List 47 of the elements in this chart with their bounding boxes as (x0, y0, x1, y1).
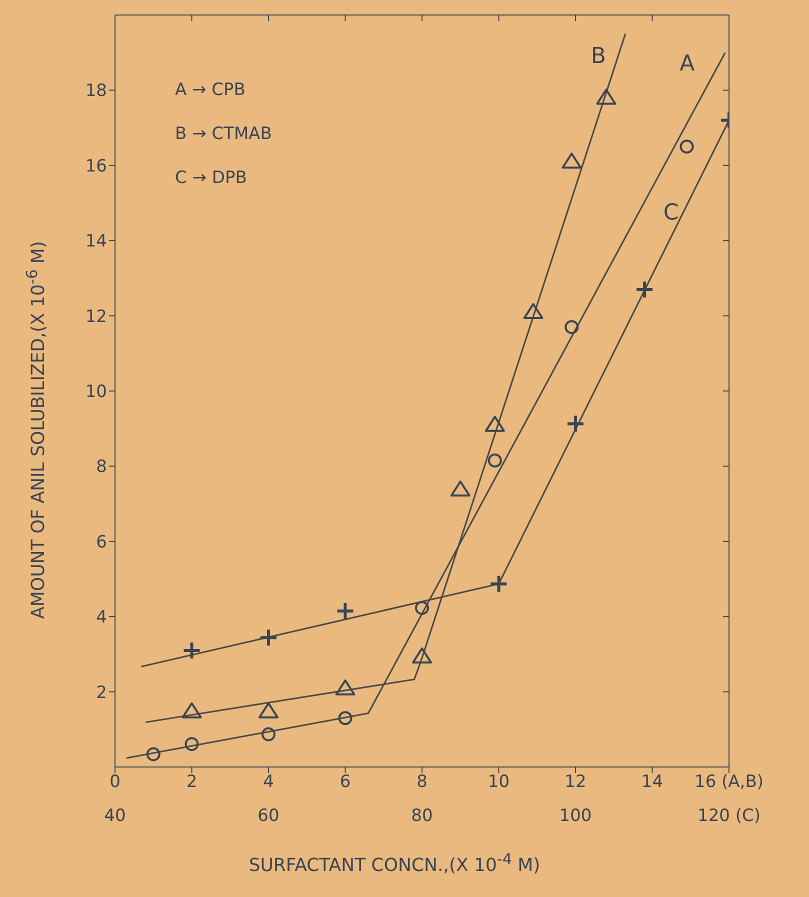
y-tick-label: 6 (96, 532, 107, 552)
y-tick-label: 14 (85, 232, 107, 252)
point (484, 416, 505, 432)
x-axis-title: SURFACTANT CONCN.,(X 10$^{-4}$ M) (248, 850, 542, 876)
x-tick-label: 4 (263, 772, 274, 792)
point (184, 737, 199, 752)
y-tick-label: 12 (85, 306, 107, 327)
point (596, 88, 616, 105)
x-tick-label: 10 (488, 772, 510, 792)
y-tick-label: 4 (96, 608, 107, 628)
point (335, 679, 356, 696)
y-tick-label: 2 (96, 682, 107, 703)
point (338, 711, 352, 726)
x2-tick-label: 40 (104, 806, 126, 826)
point (564, 320, 579, 334)
x2-tick-label: 60 (258, 806, 280, 826)
point (415, 600, 429, 615)
point (488, 454, 502, 468)
y-tick-label: 16 (85, 156, 107, 176)
point (680, 140, 694, 154)
x2-tick-label: 120 (C) (698, 806, 760, 826)
y-tick-label: 18 (85, 81, 107, 102)
y-tick-label: 8 (96, 457, 107, 478)
point (562, 152, 582, 169)
annotation: C → DPB (175, 167, 248, 190)
annotation: A → CPB (175, 79, 246, 102)
point (146, 747, 160, 762)
point (412, 647, 432, 664)
x-tick-label: 6 (340, 772, 351, 792)
legend-label: B (590, 44, 606, 69)
point (182, 702, 202, 718)
x-tick-label: 12 (564, 772, 586, 792)
x-tick-label: 2 (186, 772, 198, 792)
x-tick-label: 16 (A,B) (694, 772, 764, 792)
y-tick-label: 10 (85, 382, 107, 402)
point (523, 303, 544, 320)
x-tick-label: 14 (641, 772, 664, 792)
series-label: A (680, 52, 695, 77)
point (450, 480, 470, 497)
annotation: B → CTMAB (175, 123, 272, 146)
x-tick-label: 8 (416, 772, 428, 792)
series-label: C (663, 200, 679, 226)
point (262, 727, 276, 742)
point (258, 702, 278, 718)
x2-tick-label: 100 (559, 806, 592, 826)
x-tick-label: 0 (110, 772, 120, 792)
x2-tick-label: 80 (411, 806, 433, 826)
